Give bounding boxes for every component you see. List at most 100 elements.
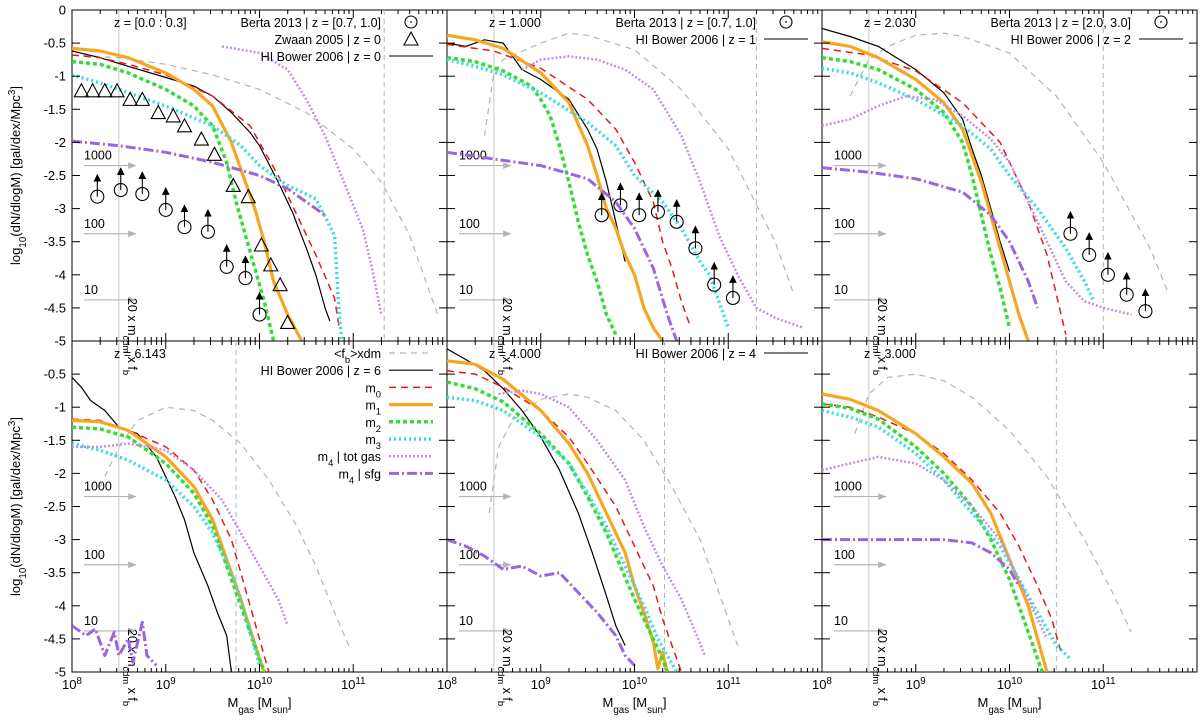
axis-ticks: [71, 9, 447, 342]
axis-ticks: [821, 9, 1197, 342]
panel-redshift-label: z = 4.000: [489, 347, 541, 361]
x-tick-label: 1010: [997, 676, 1023, 693]
zwaan-point: [253, 236, 270, 252]
x-tick-label: 108: [437, 676, 457, 693]
series-m3: [822, 66, 1096, 303]
series-m0: [822, 47, 1067, 335]
zwaan-point: [165, 107, 182, 123]
panel-frame: [821, 340, 1198, 673]
legend-label: Berta 2013 | z = [2.0, 3.0]: [991, 16, 1132, 30]
arrow-label: 10: [459, 283, 473, 297]
y-tick-label: -2.5: [44, 168, 66, 183]
y-tick-label: -1: [54, 69, 66, 84]
y-tick-label: -0.5: [44, 36, 66, 51]
x-tick-label: 108: [62, 676, 82, 693]
series-m3: [822, 408, 1072, 661]
series-m4sfg: [822, 166, 1040, 309]
series-m3: [72, 73, 344, 341]
series-m4sfg: [72, 620, 158, 667]
y-tick-label: -3: [54, 201, 66, 216]
y-tick-label: -2: [54, 135, 66, 150]
legend-label: m1: [365, 399, 381, 417]
legend-label: HI Bower 2006 | z = 0: [261, 50, 381, 64]
series-m1: [822, 40, 1030, 341]
y-tick-label: -5: [54, 665, 66, 680]
zwaan-point: [134, 91, 151, 106]
x-tick-label: 109: [156, 676, 176, 693]
x-tick-label: 1010: [247, 676, 273, 693]
x-axis-label: Mgas [Msun]: [228, 695, 292, 716]
panel-redshift-label: z = 6.143: [114, 347, 166, 361]
resolution-label: 20 x mcdm x fb: [871, 629, 889, 706]
y-tick-label: -4.5: [44, 300, 66, 315]
x-tick-label: 1010: [622, 676, 648, 693]
resolution-label: 20 x mcdm x fb: [121, 298, 139, 375]
legend-label: m3: [365, 433, 381, 451]
legend-label: m2: [365, 416, 381, 434]
x-tick-label: 1011: [341, 676, 366, 693]
arrow-label: 100: [84, 548, 105, 562]
zwaan-point: [84, 82, 101, 98]
series-m3: [447, 57, 730, 329]
resolution-label: 20 x mcdm x fb: [496, 298, 514, 375]
arrow-label: 100: [459, 217, 480, 231]
panel-frame: [71, 340, 448, 673]
arrow-label: 1000: [834, 149, 862, 163]
arrow-label: 100: [84, 217, 105, 231]
series-m1: [447, 359, 669, 672]
series-m0: [447, 370, 683, 672]
y-tick-label: -1.5: [44, 433, 66, 448]
y-tick-label: -0.5: [44, 367, 66, 382]
legend-label: HI Bower 2006 | z = 6: [261, 364, 381, 378]
y-tick-label: -4.5: [44, 631, 66, 646]
series-m0: [72, 418, 270, 672]
resolution-label: 20 x mcdm x fb: [871, 298, 889, 375]
legend-label: m4 | tot gas: [318, 450, 381, 468]
axis-ticks: [446, 9, 822, 342]
x-tick-label: 1011: [1091, 676, 1116, 693]
legend-label: Zwaan 2005 | z = 0: [275, 33, 381, 47]
series-m3: [72, 441, 262, 666]
series-fbxdm: [849, 32, 1170, 295]
observations: [1063, 210, 1153, 319]
legend-dot-key: [410, 21, 412, 23]
series-m0: [447, 43, 692, 329]
arrow-label: 1000: [834, 480, 862, 494]
zwaan-point: [122, 91, 139, 106]
series-fbxdm: [72, 54, 439, 315]
series-m3: [447, 395, 679, 672]
series-m2: [72, 59, 276, 341]
y-tick-label: 0: [59, 3, 66, 18]
legend-triangle-key: [403, 30, 419, 46]
arrow-label: 10: [459, 614, 473, 628]
zwaan-point: [193, 130, 210, 146]
legend-dot-key: [1160, 21, 1162, 23]
legend-label: HI Bower 2006 | z = 2: [1011, 33, 1131, 47]
x-axis-label: Mgas [Msun]: [603, 695, 667, 716]
arrow-label: 10: [834, 614, 848, 628]
x-tick-label: 108: [812, 676, 832, 693]
x-axis-label: Mgas [Msun]: [978, 695, 1042, 716]
y-tick-label: -5: [54, 334, 66, 349]
y-tick-label: -2.5: [44, 499, 66, 514]
legend-label: Berta 2013 | z = [0.7, 1.0]: [241, 16, 382, 30]
series-fbxdm: [483, 32, 795, 295]
panel-p1: 1000 100 10 20 x mcdm x fb z = [0.0 : 0.3] Be…: [7, 3, 448, 375]
panel-p6: 1000 100 10 20 x mcdm x fb z = 3.000 108 109 10…: [812, 340, 1198, 716]
zwaan-point: [279, 314, 296, 330]
series-m4tot: [822, 94, 1132, 316]
arrow-label: 10: [834, 283, 848, 297]
legend-label: m0: [365, 381, 381, 399]
observations: [594, 182, 740, 306]
zwaan-point: [150, 104, 167, 120]
y-tick-label: -4: [54, 598, 66, 613]
y-tick-label: -2: [54, 466, 66, 481]
series-m4sfg: [72, 139, 326, 217]
series-m4sfg: [447, 150, 679, 341]
zwaan-point: [109, 82, 125, 98]
zwaan-point: [240, 188, 257, 204]
series-m2: [822, 402, 1044, 672]
